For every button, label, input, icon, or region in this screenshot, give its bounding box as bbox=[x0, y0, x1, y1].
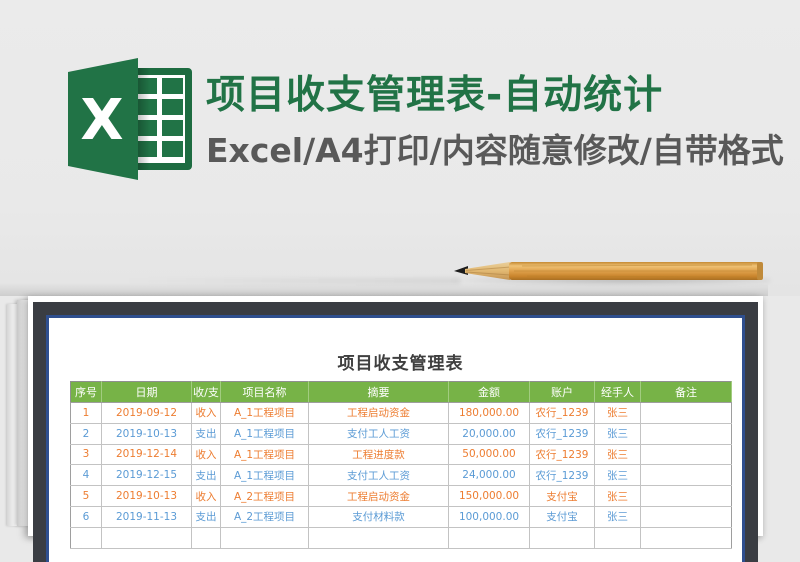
cell-handler: 张三 bbox=[594, 505, 641, 528]
cell-io: 支出 bbox=[191, 505, 221, 528]
excel-logo-icon: X bbox=[68, 58, 192, 180]
table-row: 4 2019-12-15 支出 A_1工程项目 支付工人工资 24,000.00… bbox=[70, 464, 732, 487]
cell-io: 收入 bbox=[191, 443, 221, 466]
cell-project: A_1工程项目 bbox=[220, 402, 309, 424]
cell-summary: 工程进度款 bbox=[308, 443, 449, 466]
cell-amount: 150,000.00 bbox=[448, 485, 530, 507]
table-row: 5 2019-10-13 收入 A_2工程项目 工程启动资金 150,000.0… bbox=[70, 485, 732, 507]
cell-handler: 张三 bbox=[594, 402, 641, 424]
cell-note bbox=[640, 402, 732, 424]
cell-date: 2019-09-12 bbox=[101, 402, 192, 424]
table-row bbox=[70, 526, 732, 549]
cell-handler: 张三 bbox=[594, 485, 641, 507]
table-row: 2 2019-10-13 支出 A_1工程项目 支付工人工资 20,000.00… bbox=[70, 422, 732, 445]
cell-no: 5 bbox=[70, 485, 102, 507]
cell-handler: 张三 bbox=[594, 422, 641, 445]
cell-note bbox=[640, 505, 732, 528]
cell-account bbox=[529, 526, 595, 549]
cell-note bbox=[640, 485, 732, 507]
column-header: 收/支 bbox=[191, 381, 221, 403]
cell-account: 农行_1239 bbox=[529, 422, 595, 445]
cell-no bbox=[70, 526, 102, 549]
cell-project: A_1工程项目 bbox=[220, 464, 309, 487]
cell-handler bbox=[594, 526, 641, 549]
cell-account: 支付宝 bbox=[529, 505, 595, 528]
excel-grid-icon bbox=[126, 68, 192, 170]
cell-date: 2019-11-13 bbox=[101, 505, 192, 528]
income-expense-table: 序号 日期 收/支 项目名称 摘要 金额 账户 经手人 备注 1 2 bbox=[70, 381, 732, 549]
cell-amount: 20,000.00 bbox=[448, 422, 530, 445]
cell-summary: 工程启动资金 bbox=[308, 402, 449, 424]
table-row: 1 2019-09-12 收入 A_1工程项目 工程启动资金 180,000.0… bbox=[70, 402, 732, 424]
cell-summary: 支付工人工资 bbox=[308, 422, 449, 445]
cell-account: 农行_1239 bbox=[529, 443, 595, 466]
column-header: 序号 bbox=[70, 381, 102, 403]
banner: X 项目收支管理表-自动统计 Excel/A4打印/内容随意修改/自带格式 bbox=[0, 0, 800, 296]
column-header: 账户 bbox=[529, 381, 595, 403]
cell-io: 支出 bbox=[191, 464, 221, 487]
cell-date bbox=[101, 526, 192, 549]
cell-account: 农行_1239 bbox=[529, 464, 595, 487]
excel-logo-panel bbox=[68, 58, 138, 180]
table-row: 6 2019-11-13 支出 A_2工程项目 支付材料款 100,000.00… bbox=[70, 505, 732, 528]
cell-summary bbox=[308, 526, 449, 549]
cell-no: 3 bbox=[70, 443, 102, 466]
cell-handler: 张三 bbox=[594, 464, 641, 487]
cell-note bbox=[640, 443, 732, 466]
page-title: 项目收支管理表-自动统计 bbox=[206, 73, 664, 118]
cell-io: 收入 bbox=[191, 485, 221, 507]
cell-date: 2019-10-13 bbox=[101, 422, 192, 445]
pencil-image bbox=[454, 262, 763, 280]
excel-logo-letter: X bbox=[80, 88, 123, 153]
cell-amount bbox=[448, 526, 530, 549]
cell-io: 收入 bbox=[191, 402, 221, 424]
cell-io bbox=[191, 526, 221, 549]
cell-project: A_2工程项目 bbox=[220, 505, 309, 528]
cell-account: 农行_1239 bbox=[529, 402, 595, 424]
column-header: 金额 bbox=[448, 381, 530, 403]
column-header: 备注 bbox=[640, 381, 732, 403]
cell-amount: 100,000.00 bbox=[448, 505, 530, 528]
page-subtitle: Excel/A4打印/内容随意修改/自带格式 bbox=[206, 131, 784, 170]
cell-handler: 张三 bbox=[594, 443, 641, 466]
pencil-shadow bbox=[120, 278, 460, 284]
cell-project bbox=[220, 526, 309, 549]
cell-no: 4 bbox=[70, 464, 102, 487]
cell-project: A_1工程项目 bbox=[220, 443, 309, 466]
cell-project: A_1工程项目 bbox=[220, 422, 309, 445]
column-header: 日期 bbox=[101, 381, 192, 403]
table-row: 3 2019-12-14 收入 A_1工程项目 工程进度款 50,000.00 … bbox=[70, 443, 732, 466]
cell-note bbox=[640, 526, 732, 549]
paper-top-shadow bbox=[0, 283, 768, 296]
cell-note bbox=[640, 422, 732, 445]
cell-io: 支出 bbox=[191, 422, 221, 445]
cell-summary: 支付材料款 bbox=[308, 505, 449, 528]
pencil-shadow bbox=[452, 276, 770, 285]
cell-amount: 24,000.00 bbox=[448, 464, 530, 487]
cell-summary: 支付工人工资 bbox=[308, 464, 449, 487]
cell-no: 2 bbox=[70, 422, 102, 445]
sheet-title: 项目收支管理表 bbox=[337, 354, 464, 374]
table-header-row: 序号 日期 收/支 项目名称 摘要 金额 账户 经手人 备注 bbox=[70, 381, 732, 403]
cell-date: 2019-12-14 bbox=[101, 443, 192, 466]
column-header: 项目名称 bbox=[220, 381, 309, 403]
cell-summary: 工程启动资金 bbox=[308, 485, 449, 507]
cell-date: 2019-12-15 bbox=[101, 464, 192, 487]
cell-amount: 180,000.00 bbox=[448, 402, 530, 424]
cell-no: 6 bbox=[70, 505, 102, 528]
column-header: 摘要 bbox=[308, 381, 449, 403]
cell-amount: 50,000.00 bbox=[448, 443, 530, 466]
column-header: 经手人 bbox=[594, 381, 641, 403]
cell-date: 2019-10-13 bbox=[101, 485, 192, 507]
cell-account: 支付宝 bbox=[529, 485, 595, 507]
cell-no: 1 bbox=[70, 402, 102, 424]
cell-project: A_2工程项目 bbox=[220, 485, 309, 507]
cell-note bbox=[640, 464, 732, 487]
